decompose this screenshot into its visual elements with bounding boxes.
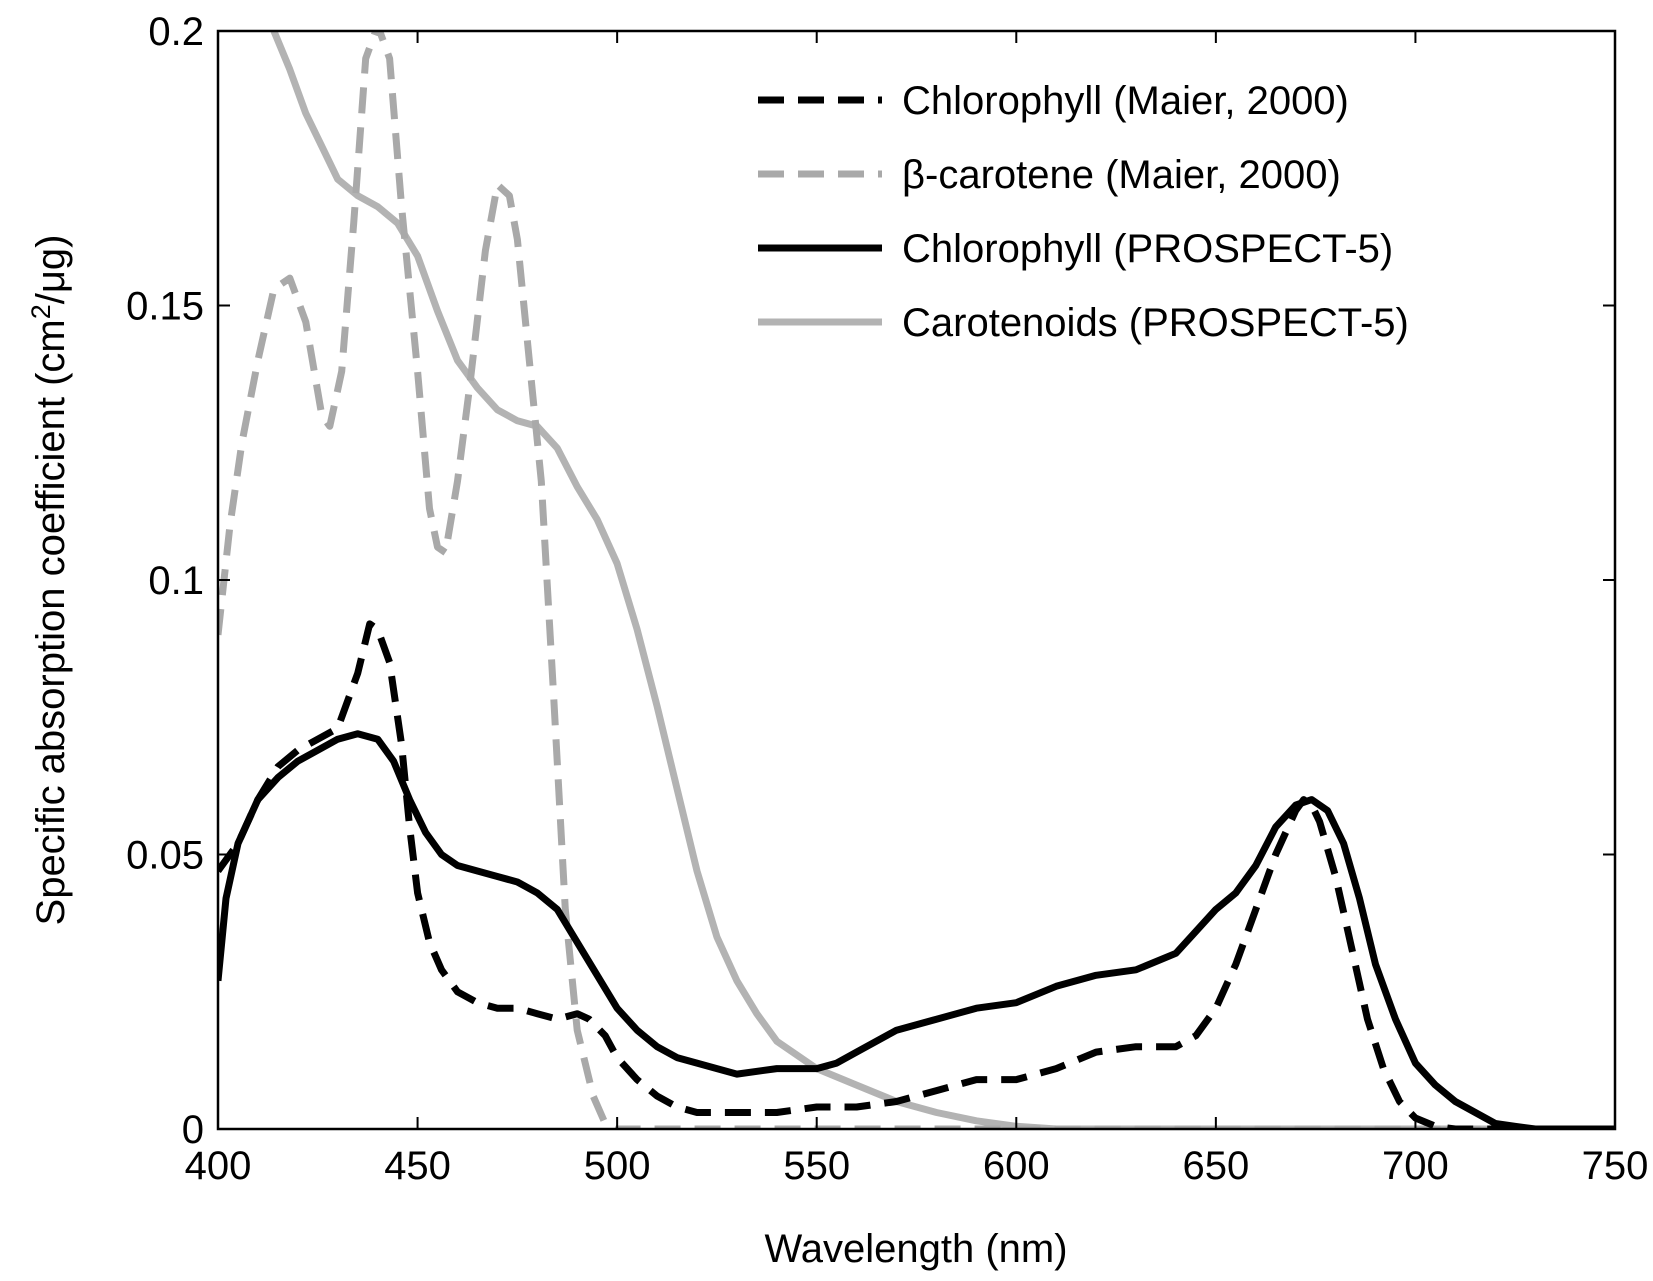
y-tick-label: 0 xyxy=(182,1108,204,1152)
series-layer xyxy=(218,31,1615,1129)
legend: Chlorophyll (Maier, 2000) β-carotene (Mai… xyxy=(758,79,1409,345)
x-tick-label: 400 xyxy=(185,1144,252,1188)
x-tick-label: 450 xyxy=(384,1144,451,1188)
y-tick-label: 0.1 xyxy=(148,559,204,603)
y-tick-label: 0.05 xyxy=(126,834,204,878)
legend-label-2: β-carotene (Maier, 2000) xyxy=(902,153,1341,197)
legend-label-4: Carotenoids (PROSPECT-5) xyxy=(902,301,1409,345)
series-line-4 xyxy=(270,31,1615,1129)
ticks-layer: 400 450 500 550 600 650 700 750 0 0.05 0.1 0.15 0.2 xyxy=(126,10,1648,1188)
series-line-1 xyxy=(218,620,1615,1129)
x-tick-label: 600 xyxy=(983,1144,1050,1188)
y-axis-title-suffix: /μg) xyxy=(29,235,73,305)
x-axis-title: Wavelength (nm) xyxy=(764,1227,1067,1271)
legend-label-1: Chlorophyll (Maier, 2000) xyxy=(902,79,1349,123)
x-tick-label: 750 xyxy=(1582,1144,1649,1188)
x-tick-label: 700 xyxy=(1382,1144,1449,1188)
series-line-2 xyxy=(218,31,1615,1129)
y-tick-label: 0.15 xyxy=(126,285,204,329)
series-line-3 xyxy=(218,730,1615,1129)
x-tick-label: 550 xyxy=(783,1144,850,1188)
y-axis-title-superscript: 2 xyxy=(26,304,56,319)
legend-label-3: Chlorophyll (PROSPECT-5) xyxy=(902,227,1393,271)
y-axis-title-main: Specific absorption coefficient (cm xyxy=(29,319,73,925)
x-tick-label: 650 xyxy=(1182,1144,1249,1188)
y-axis-title: Specific absorption coefficient (cm2/μg) xyxy=(26,235,73,926)
y-tick-label: 0.2 xyxy=(148,10,204,54)
x-tick-label: 500 xyxy=(584,1144,651,1188)
